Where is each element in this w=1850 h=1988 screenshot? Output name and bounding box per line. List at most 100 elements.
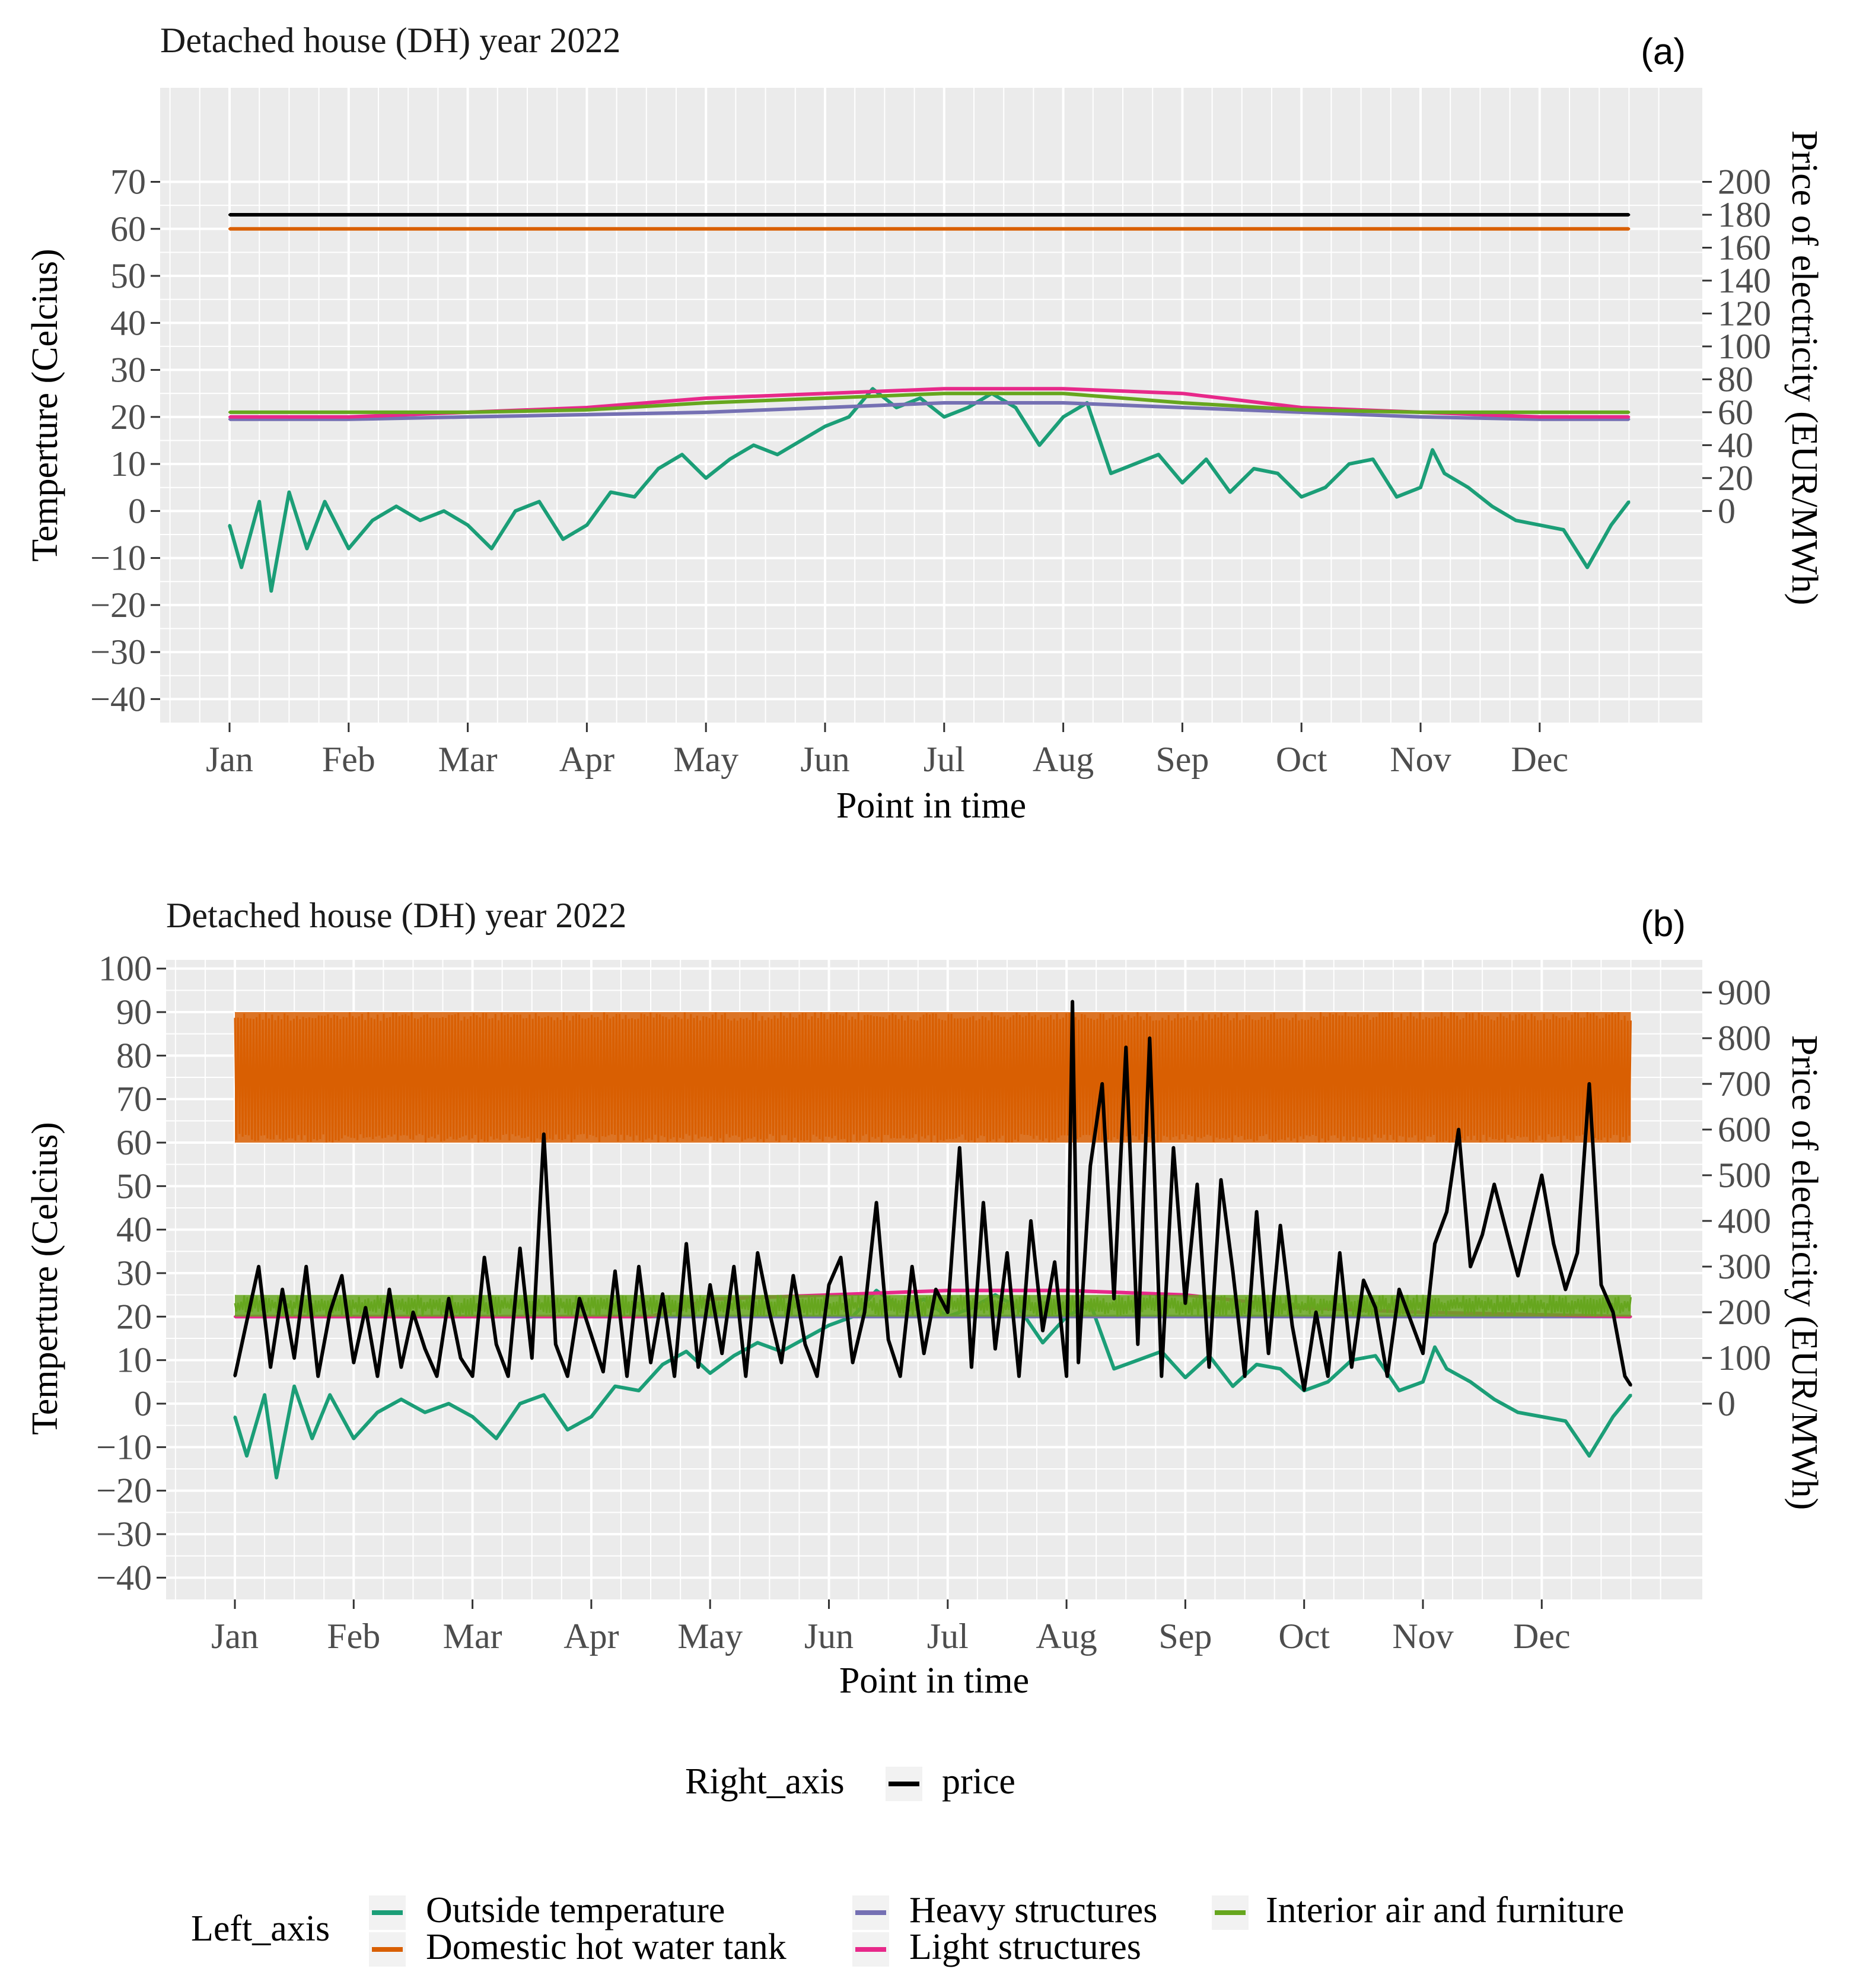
series-interior-air-and-furniture-point [347,411,350,413]
series-outside-temperature-point [638,1389,641,1392]
series-outside-temperature-point [875,1289,878,1292]
panel-b-left-ticks: −40 −30 −20 −10 0 10 20 30 40 50 60 70 80 90 100 [96,949,166,1597]
y-tick-label: −10 [96,1427,152,1467]
legend-left-axis: Left_axis Outside temperature Domestic h… [191,1890,1624,1967]
series-price-point [530,1357,533,1359]
right-tick-label: 800 [1718,1019,1771,1058]
series-light-structures-point [705,397,708,400]
series-outside-temperature-point [1469,1381,1472,1383]
series-outside-temperature-point [1562,529,1565,532]
panel-a-gridlines [160,88,1702,723]
series-outside-temperature-point [566,1429,569,1431]
series-outside-temperature-point [311,1437,314,1440]
series-interior-air-and-furniture-point [1062,392,1065,395]
series-outside-temperature-point [824,425,826,428]
x-tick-label: Dec [1511,740,1569,779]
series-price-point [590,1334,593,1337]
series-outside-temperature-point [1491,505,1494,508]
series-price-point [697,1366,700,1369]
series-outside-temperature-point [1228,491,1231,494]
series-price-point [1196,1183,1199,1186]
panel-a-tag: (a) [1641,31,1686,72]
series-price-point [1113,1297,1116,1300]
series-price-point [780,1361,783,1364]
legend-label-interior-air-and-furniture: Interior air and furniture [1266,1890,1624,1930]
series-price-point [1623,1375,1626,1378]
panel-a-y-axis-title: Temperture (Celcius) [25,249,65,562]
series-interior-air-and-furniture-point [228,411,231,413]
series-outside-temperature-point [728,458,731,461]
series-outside-temperature-point [1042,1341,1045,1344]
series-price [233,1000,1633,1392]
x-tick-label: May [673,740,738,779]
legend-label-price: price [942,1761,1015,1802]
series-outside-temperature-point [685,1350,688,1353]
series-price-point [1005,1251,1008,1254]
series-outside-temperature-point [246,1455,249,1457]
series-price-point [554,1343,557,1346]
series-price-point [661,1293,664,1296]
series-outside-temperature-point [1514,519,1517,522]
legend-label-light-structures: Light structures [909,1927,1141,1967]
series-outside-temperature-point [705,476,708,479]
y-tick-label: 90 [116,993,152,1032]
series-light-structures-point [1062,387,1065,390]
y-tick-label: 0 [134,1384,152,1423]
series-price-point [1136,1343,1139,1346]
series-outside-temperature-point [1467,486,1470,489]
series-price-point [281,1288,284,1291]
series-interior-air-and-furniture-point [466,411,469,413]
series-price-point [1053,1261,1056,1264]
series-price-point [1362,1279,1365,1282]
series-light-structures-point [347,415,350,418]
series-outside-temperature-point [442,510,445,513]
series-outside-temperature-point [633,495,636,498]
series-price-point [1612,1311,1615,1313]
series-light-structures-point [1181,392,1184,395]
series-price-point [613,1270,616,1273]
y-tick-label: −30 [96,1515,152,1554]
x-tick-label: Apr [563,1617,619,1656]
series-outside-temperature-point [275,1476,278,1479]
panel-b-right-axis-title: Price of electricity (EUR/MWh) [1784,1035,1824,1510]
series-outside-temperature-point [661,1363,664,1366]
y-tick-label: 70 [116,1080,152,1119]
series-price-point [946,1311,949,1313]
series-heavy-structures-point [942,402,945,405]
series-outside-temperature-point [395,505,398,508]
series-interior-air-and-furniture-point [1300,408,1303,411]
panel-a-x-ticks: Jan Feb Mar Apr May Jun Jul Aug Sep Oct Nov Dec [206,723,1568,779]
series-light-structures-point [824,392,826,395]
series-price-point [970,1366,973,1369]
series-price-point [887,1338,890,1341]
right-tick-label: 0 [1718,491,1736,530]
series-outside-temperature-point [1252,467,1255,470]
series-price-point [1481,1233,1484,1236]
series-price-point [1243,1375,1246,1378]
series-price-point [1552,1242,1555,1245]
series-price-point [875,1201,878,1204]
series-price-point [507,1375,510,1378]
right-tick-label: 400 [1718,1201,1771,1240]
series-outside-temperature-point [709,1372,712,1375]
series-price-point [435,1375,438,1378]
series-heavy-structures-point [1419,415,1422,418]
x-tick-label: Dec [1513,1617,1571,1656]
panel-b: Detached house (DH) year 2022 (b) −40 −30… [25,896,1824,1701]
series-price-point [792,1274,795,1277]
y-tick-label: 30 [116,1254,152,1293]
series-price-point [447,1297,450,1300]
panel-b-y-axis-title: Temperture (Celcius) [25,1122,65,1435]
x-tick-label: Jun [804,1617,854,1656]
series-price-point [1445,1210,1448,1213]
series-outside-temperature-point [756,1341,759,1344]
y-tick-label: 20 [116,1297,152,1336]
right-tick-label: 100 [1718,1338,1771,1378]
series-outside-temperature-point [305,547,308,550]
series-outside-temperature-point [1348,463,1351,466]
right-tick-label: 600 [1718,1110,1771,1149]
series-outside-temperature-point [966,406,969,409]
series-outside-temperature-point [1422,1381,1424,1383]
series-price-point [1628,214,1631,216]
